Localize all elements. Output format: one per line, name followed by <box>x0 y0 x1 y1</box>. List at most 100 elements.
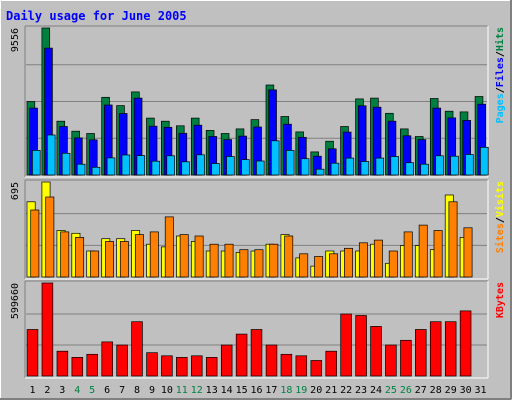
sites-bar-sites <box>164 216 174 278</box>
sites-legend-item: / <box>495 217 506 223</box>
day-label: 17 <box>265 385 277 396</box>
kbytes-legend: KBytes <box>495 282 506 318</box>
hits-bar-pages <box>480 146 489 176</box>
sites-bar-sites <box>119 241 129 278</box>
day-label: 23 <box>355 385 367 396</box>
day-label: 15 <box>236 385 248 396</box>
hits-bar-pages <box>256 160 265 176</box>
sites-panel: 695 Sites/Visits <box>10 179 506 280</box>
sites-bar-sites <box>448 201 458 278</box>
chart-panels: 9556Pages/Files/Hits695Sites/Visits59966… <box>10 25 506 379</box>
hits-bar-pages <box>375 157 385 176</box>
kbytes-bar-kbytes <box>26 329 39 377</box>
kbytes-bar-kbytes <box>370 326 382 377</box>
kbytes-bar-kbytes <box>41 282 54 377</box>
hits-legend: Pages/Files/Hits <box>494 27 506 123</box>
day-label: 25 <box>385 385 397 396</box>
hits-bar-pages <box>420 163 429 176</box>
kbytes-bar-kbytes <box>340 313 352 377</box>
hits-bar-pages <box>151 160 161 176</box>
sites-bar-sites <box>45 196 55 278</box>
sites-bar-sites <box>254 249 264 278</box>
day-label: 12 <box>191 385 203 396</box>
hits-ymax-label: 9556 <box>10 28 21 52</box>
sites-legend-item: Sites <box>494 223 506 253</box>
sites-bar-sites <box>179 234 189 278</box>
kbytes-bar-kbytes <box>265 344 278 377</box>
day-label: 11 <box>176 385 188 396</box>
day-label: 30 <box>460 385 472 396</box>
hits-bar-pages <box>91 166 101 176</box>
kbytes-bar-kbytes <box>325 350 337 377</box>
hits-bar-pages <box>465 154 474 176</box>
hits-legend-item: / <box>495 51 506 57</box>
kbytes-bar-kbytes <box>429 321 442 377</box>
day-label: 8 <box>134 385 140 396</box>
kbytes-bar-kbytes <box>205 357 218 377</box>
sites-bar-sites <box>224 243 234 278</box>
kbytes-bar-kbytes <box>161 355 173 377</box>
day-label: 2 <box>44 385 50 396</box>
hits-bar-pages <box>32 150 41 176</box>
kbytes-bar-kbytes <box>56 350 69 377</box>
hits-bar-pages <box>166 155 175 176</box>
day-axis: 1 2 3 4 5 6 7 8 9 10 11 12 13 14 15 16 17 18 19 20 21 22 23 24 2… <box>29 385 486 396</box>
sites-legend-item: Visits <box>494 181 506 217</box>
kbytes-bar-kbytes <box>176 357 188 377</box>
kbytes-bar-kbytes <box>415 329 427 377</box>
day-label: 29 <box>445 385 457 396</box>
kbytes-panel: 599660 KBytes <box>10 280 506 379</box>
hits-bar-pages <box>121 154 131 176</box>
hits-bar-pages <box>285 150 295 176</box>
day-label: 4 <box>74 385 80 396</box>
sites-legend: Sites/Visits <box>494 181 506 253</box>
hits-legend-item: Pages <box>495 93 506 123</box>
kbytes-bar-kbytes <box>191 355 203 377</box>
sites-bar-sites <box>149 231 159 278</box>
hits-bar-pages <box>435 155 444 176</box>
hits-legend-item: Hits <box>494 27 506 51</box>
hits-bar-pages <box>76 163 86 176</box>
sites-bar-sites <box>373 239 383 278</box>
hits-bar-pages <box>106 157 116 176</box>
hits-bar-pages <box>270 140 280 176</box>
kbytes-legend-item: KBytes <box>495 282 506 318</box>
sites-bar-sites <box>239 249 249 278</box>
day-label: 24 <box>370 385 382 396</box>
day-label: 27 <box>415 385 427 396</box>
sites-bar-sites <box>433 230 443 278</box>
day-label: 31 <box>474 385 486 396</box>
kbytes-bar-kbytes <box>310 360 323 377</box>
day-label: 5 <box>89 385 95 396</box>
day-label: 18 <box>280 385 292 396</box>
sites-bar-sites <box>284 235 294 278</box>
hits-bar-pages <box>390 156 399 176</box>
sites-bar-sites <box>403 231 413 278</box>
kbytes-bar-kbytes <box>385 344 397 377</box>
day-label: 19 <box>295 385 307 396</box>
hits-bar-pages <box>196 154 205 176</box>
chart-title: Daily usage for June 2005 <box>6 9 187 23</box>
sites-bar-sites <box>134 234 144 278</box>
hits-bar-pages <box>330 162 340 176</box>
kbytes-bar-kbytes <box>101 341 113 377</box>
kbytes-bar-kbytes <box>86 353 98 377</box>
sites-bar-sites <box>75 237 85 278</box>
day-label: 21 <box>325 385 337 396</box>
sites-bar-sites <box>388 250 398 278</box>
sites-bar-sites <box>344 247 353 278</box>
day-label: 7 <box>119 385 125 396</box>
kbytes-ymax-label: 599660 <box>10 283 21 319</box>
hits-panel: 9556 Pages/Files/Hits <box>10 25 506 178</box>
day-label: 14 <box>221 385 233 396</box>
sites-bar-sites <box>209 243 219 278</box>
hits-legend-item: / <box>495 87 506 93</box>
kbytes-bar-kbytes <box>355 315 367 377</box>
kbytes-bar-kbytes <box>400 339 412 377</box>
day-label: 6 <box>104 385 110 396</box>
day-label: 26 <box>400 385 412 396</box>
sites-bar-sites <box>329 253 338 278</box>
sites-bar-sites <box>269 243 279 278</box>
day-label: 20 <box>310 385 322 396</box>
kbytes-bar-kbytes <box>444 321 457 377</box>
